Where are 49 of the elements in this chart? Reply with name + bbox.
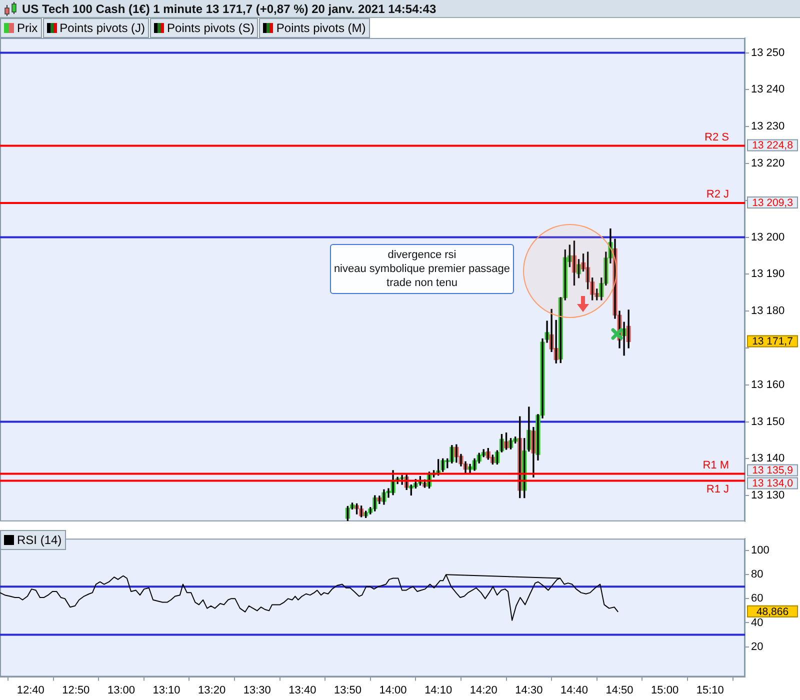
data-label: 13 134,0: [752, 478, 794, 490]
x-tick-label: 14:20: [470, 684, 498, 696]
x-tick-label: 14:30: [515, 684, 543, 696]
y-tick-label: 13 140: [751, 452, 785, 465]
series-label: R1 J: [706, 483, 729, 496]
text: Points pivots (J): [42, 18, 150, 38]
y-tick-label: 13 200: [751, 231, 785, 244]
y-tick-label: 13 230: [751, 120, 785, 133]
y-tick-label: 40: [751, 616, 764, 629]
x-tick-label: 13:00: [107, 684, 135, 696]
x-tick-label: 14:50: [606, 684, 634, 696]
x-tick-label: 13:50: [334, 684, 362, 696]
y-tick-label: 60: [751, 592, 764, 605]
x-tick-label: 14:40: [560, 684, 588, 696]
x-tick-label: 12:50: [62, 684, 90, 696]
y-tick-label: 13 130: [751, 490, 785, 502]
y-tick-label: 13 220: [751, 157, 785, 170]
x-tick-label: 13:20: [198, 684, 226, 696]
text: 13 171,7: [752, 336, 793, 348]
y-tick-label: 13 160: [751, 378, 785, 391]
x-tick-label: 15:00: [651, 684, 679, 696]
x-tick-label: 15:10: [696, 684, 724, 696]
annotation: divergence rsi niveau symbolique premier passage trade non tenu: [330, 244, 514, 294]
x-tick-label: 12:40: [16, 684, 44, 696]
y-tick-label: 13 190: [751, 268, 785, 280]
data-label: 13 135,9: [752, 464, 794, 477]
y-tick-label: 100: [751, 544, 770, 557]
data-label: 13 224,8: [752, 140, 794, 152]
series-label: R2 J: [706, 188, 729, 200]
x-tick-label: 13:30: [243, 684, 271, 696]
y-tick-label: 13 180: [751, 305, 785, 318]
x-tick-label: 13:10: [152, 684, 180, 696]
legend-label: Prix: [0, 18, 42, 38]
x-tick-label: 13:40: [288, 684, 316, 696]
y-tick-label: 13 150: [751, 416, 785, 428]
text: 48,866: [756, 606, 789, 618]
y-tick-label: 13 240: [751, 84, 785, 96]
y-tick-label: 20: [751, 640, 764, 653]
text: Points pivots (S): [150, 18, 258, 38]
data-label: 13 209,3: [752, 196, 794, 209]
x-tick-label: 14:10: [424, 684, 452, 696]
y-tick-label: 13 250: [751, 46, 785, 59]
legend-label: RSI (14): [0, 530, 66, 550]
y-tick-label: 80: [751, 568, 764, 581]
series-label: R2 S: [704, 131, 729, 144]
chart-title: US Tech 100 Cash (1€) 1 minute 13 171,7 (+0,87 %) 20 janv. 2021 14:54:43: [0, 0, 800, 18]
x-tick-label: 14:00: [379, 684, 407, 696]
text: Points pivots (M): [259, 18, 370, 38]
series-label: R1 M: [702, 459, 729, 472]
